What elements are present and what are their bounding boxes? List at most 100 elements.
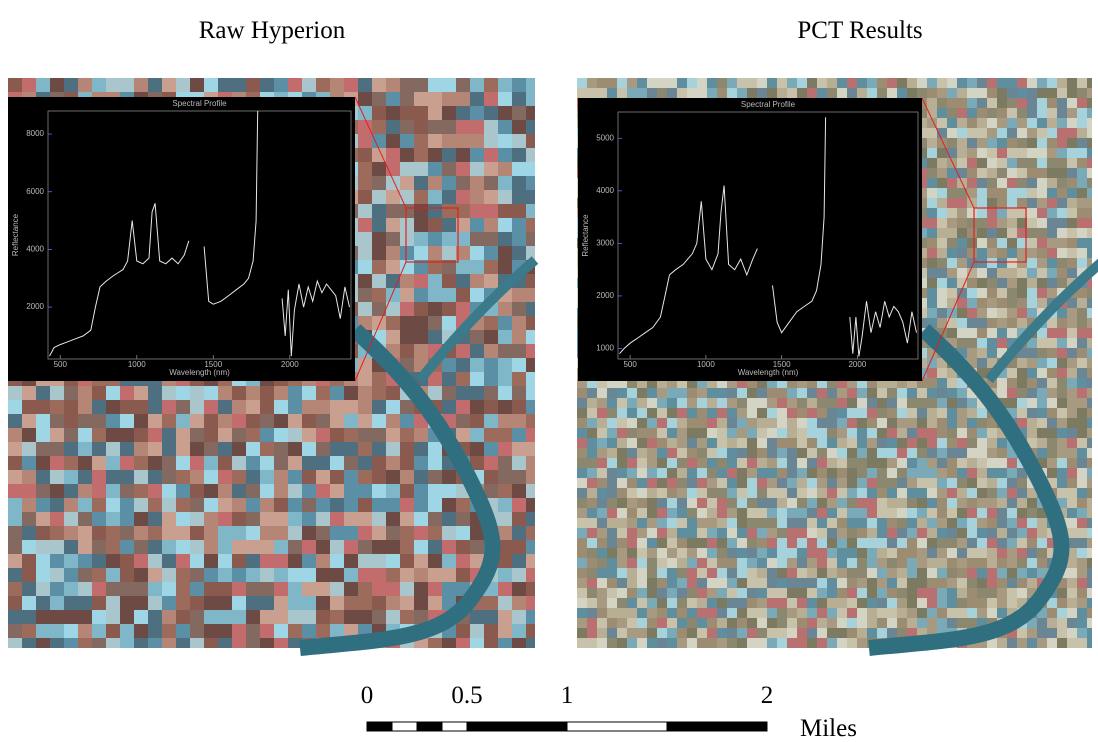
image-pixel xyxy=(1047,418,1057,428)
image-pixel xyxy=(957,418,967,428)
image-pixel xyxy=(456,428,470,442)
image-pixel xyxy=(767,388,777,398)
image-pixel xyxy=(967,558,977,568)
image-pixel xyxy=(386,260,400,274)
image-pixel xyxy=(797,398,807,408)
image-pixel xyxy=(330,582,344,596)
image-pixel xyxy=(637,558,647,568)
image-pixel xyxy=(757,468,767,478)
image-pixel xyxy=(677,638,687,648)
image-pixel xyxy=(707,558,717,568)
image-pixel xyxy=(1057,358,1067,368)
image-pixel xyxy=(827,388,837,398)
image-pixel xyxy=(1007,538,1017,548)
image-pixel xyxy=(667,518,677,528)
image-pixel xyxy=(260,456,274,470)
image-pixel xyxy=(887,398,897,408)
image-pixel xyxy=(526,638,535,648)
image-pixel xyxy=(967,398,977,408)
image-pixel xyxy=(316,470,330,484)
image-pixel xyxy=(987,488,997,498)
image-pixel xyxy=(587,598,597,608)
image-pixel xyxy=(1067,608,1077,618)
image-pixel xyxy=(687,438,697,448)
image-pixel xyxy=(837,638,847,648)
image-pixel xyxy=(1087,318,1092,328)
image-pixel xyxy=(218,484,232,498)
image-pixel xyxy=(967,588,977,598)
image-pixel xyxy=(897,518,907,528)
image-pixel xyxy=(927,248,937,258)
image-pixel xyxy=(442,92,456,106)
image-pixel xyxy=(747,88,757,98)
scale-unit: Miles xyxy=(800,715,857,742)
image-pixel xyxy=(667,558,677,568)
image-pixel xyxy=(1087,338,1092,348)
image-pixel xyxy=(817,438,827,448)
image-pixel xyxy=(937,418,947,428)
image-pixel xyxy=(867,78,877,88)
image-pixel xyxy=(400,162,414,176)
image-pixel xyxy=(1067,598,1077,608)
image-pixel xyxy=(907,468,917,478)
image-pixel xyxy=(92,512,106,526)
image-pixel xyxy=(414,134,428,148)
image-pixel xyxy=(957,468,967,478)
image-pixel xyxy=(657,488,667,498)
image-pixel xyxy=(204,596,218,610)
image-pixel xyxy=(64,456,78,470)
image-pixel xyxy=(967,608,977,618)
image-pixel xyxy=(50,568,64,582)
image-pixel xyxy=(414,246,428,260)
image-pixel xyxy=(92,428,106,442)
scale-label: 0 xyxy=(361,682,374,709)
image-pixel xyxy=(414,302,428,316)
image-pixel xyxy=(987,458,997,468)
image-pixel xyxy=(787,448,797,458)
image-pixel xyxy=(1007,198,1017,208)
image-pixel xyxy=(847,568,857,578)
image-pixel xyxy=(957,88,967,98)
image-pixel xyxy=(386,288,400,302)
image-pixel xyxy=(372,106,386,120)
image-pixel xyxy=(957,598,967,608)
image-pixel xyxy=(747,478,757,488)
image-pixel xyxy=(957,428,967,438)
image-pixel xyxy=(737,598,747,608)
image-pixel xyxy=(1067,378,1077,388)
image-pixel xyxy=(917,608,927,618)
image-pixel xyxy=(428,330,442,344)
image-pixel xyxy=(607,618,617,628)
image-pixel xyxy=(526,232,535,246)
image-pixel xyxy=(867,518,877,528)
image-pixel xyxy=(657,458,667,468)
image-pixel xyxy=(927,98,937,108)
image-pixel xyxy=(386,568,400,582)
image-pixel xyxy=(757,568,767,578)
image-pixel xyxy=(657,498,667,508)
image-pixel xyxy=(967,568,977,578)
image-pixel xyxy=(847,528,857,538)
image-pixel xyxy=(428,190,442,204)
image-pixel xyxy=(22,78,36,92)
image-pixel xyxy=(1047,138,1057,148)
image-pixel xyxy=(1087,118,1092,128)
image-pixel xyxy=(22,638,36,648)
image-pixel xyxy=(857,508,867,518)
image-pixel xyxy=(1037,438,1047,448)
image-pixel xyxy=(92,624,106,638)
image-pixel xyxy=(647,528,657,538)
image-pixel xyxy=(8,512,22,526)
image-pixel xyxy=(414,568,428,582)
image-pixel xyxy=(597,548,607,558)
image-pixel xyxy=(1037,258,1047,268)
image-pixel xyxy=(957,478,967,488)
image-pixel xyxy=(907,458,917,468)
image-pixel xyxy=(587,418,597,428)
image-pixel xyxy=(1087,568,1092,578)
image-pixel xyxy=(917,618,927,628)
image-pixel xyxy=(927,298,937,308)
image-pixel xyxy=(1087,528,1092,538)
image-pixel xyxy=(967,438,977,448)
image-pixel xyxy=(484,344,498,358)
